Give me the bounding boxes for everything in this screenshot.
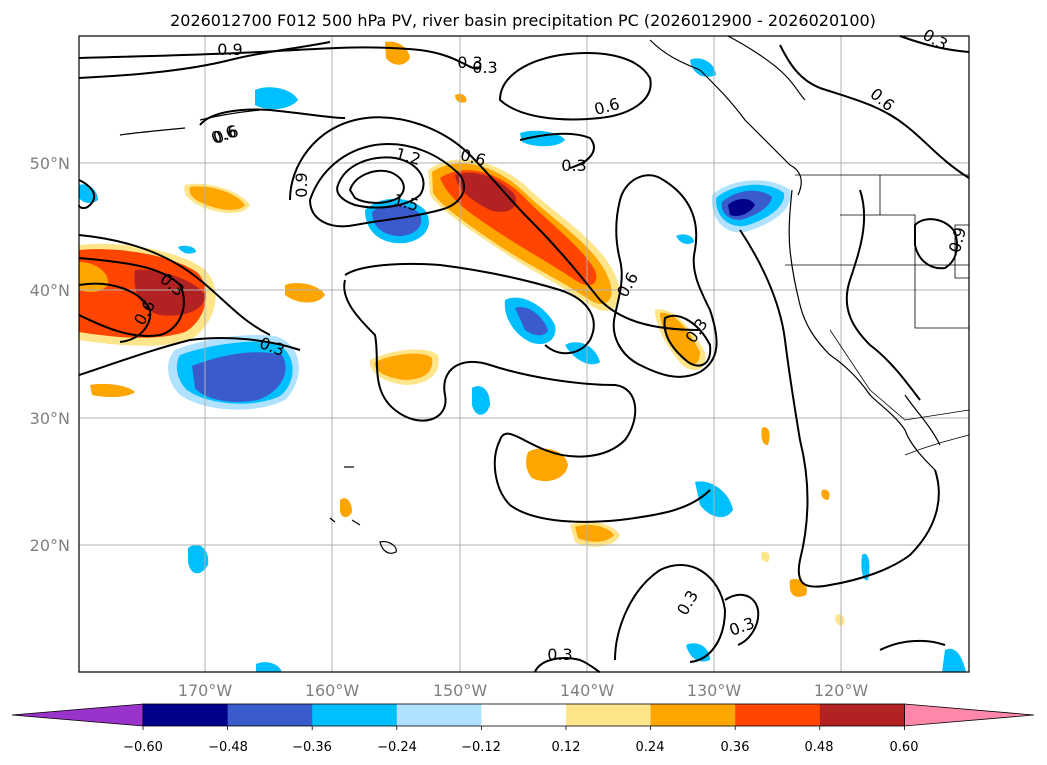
colorbar-segment — [481, 704, 567, 726]
figure-title: 2026012700 F012 500 hPa PV, river basin … — [170, 11, 876, 30]
precip-negative-area — [942, 648, 966, 672]
colorbar-segment — [650, 704, 736, 726]
lat-label: 50°N — [30, 154, 70, 173]
lon-label: 150°W — [433, 681, 488, 700]
precip-negative-area — [256, 662, 282, 672]
precip-negative-area — [178, 245, 196, 254]
colorbar-segment — [566, 704, 652, 726]
lat-label: 30°N — [30, 409, 70, 428]
colorbar-segment — [143, 704, 229, 726]
colorbar-tick-labels: −0.60 −0.48 −0.36 −0.24 −0.12 0.12 0.24 … — [123, 740, 918, 755]
precip-positive-area — [189, 186, 245, 210]
contour-label: 0.3 — [457, 53, 482, 72]
lat-labels: 50°N 40°N 30°N 20°N — [30, 154, 70, 555]
colorbar-segment — [819, 704, 905, 726]
precip-positive-area — [340, 498, 352, 518]
coastlines — [119, 35, 941, 554]
precip-negative-area — [188, 544, 209, 574]
colorbar-tick-label: −0.24 — [377, 740, 417, 755]
colorbar: −0.60 −0.48 −0.36 −0.24 −0.12 0.12 0.24 … — [11, 703, 1035, 755]
pv-contours — [78, 35, 970, 673]
precip-negative-area — [515, 307, 548, 336]
colorbar-extend-max — [904, 703, 1035, 727]
lon-label: 170°W — [178, 681, 233, 700]
contour-label: 0.3 — [547, 645, 572, 664]
map-frame — [78, 35, 970, 673]
precip-negative-area — [255, 87, 298, 110]
precip-positive-area — [455, 93, 467, 103]
lat-label: 20°N — [30, 536, 70, 555]
lon-label: 130°W — [687, 681, 742, 700]
precip-negative-area — [728, 198, 755, 216]
colorbar-segment — [396, 704, 482, 726]
colorbar-tick-label: −0.48 — [208, 740, 248, 755]
precip-positive-area — [526, 448, 568, 482]
colorbar-tick-label: −0.36 — [292, 740, 332, 755]
lon-label: 120°W — [814, 681, 869, 700]
precip-positive-area — [761, 427, 770, 446]
colorbar-tick-label: 0.60 — [890, 740, 919, 755]
graticule — [79, 36, 969, 672]
map-panel: 0.90.60.30.60.31.21.50.60.90.30.60.30.60… — [78, 25, 970, 673]
colorbar-tick-label: 0.36 — [721, 740, 750, 755]
precip-positive-area — [285, 283, 325, 303]
precip-negative-area — [861, 553, 870, 581]
contour-label: 0.9 — [292, 172, 311, 197]
contour-label: 0.3 — [472, 58, 497, 77]
colorbar-frame — [142, 703, 905, 727]
lon-label: 140°W — [560, 681, 615, 700]
colorbar-tick-label: 0.48 — [805, 740, 834, 755]
colorbar-segment — [227, 704, 313, 726]
colorbar-tick-label: 0.24 — [636, 740, 665, 755]
colorbar-segment — [735, 704, 821, 726]
precip-negative-area — [565, 342, 600, 365]
precip-positive-area — [835, 614, 845, 626]
contour-label: 0.3 — [561, 156, 586, 175]
colorbar-tick-label: −0.60 — [123, 740, 163, 755]
precip-negative-area — [372, 204, 422, 236]
precip-positive-area — [575, 524, 614, 542]
precip-positive-area — [821, 489, 830, 500]
contour-label: 0.9 — [217, 40, 242, 59]
precip-negative-area — [690, 58, 716, 77]
precip-positive-area — [90, 383, 135, 397]
lon-label: 160°W — [305, 681, 360, 700]
colorbar-tick-label: −0.12 — [461, 740, 501, 755]
precip-shading — [79, 41, 966, 672]
colorbar-segments — [11, 703, 1035, 730]
precip-negative-area — [676, 234, 694, 244]
precip-positive-area — [660, 312, 700, 365]
precip-positive-area — [455, 172, 516, 212]
precip-positive-area — [134, 269, 205, 316]
precip-positive-area — [374, 353, 433, 380]
lat-label: 40°N — [30, 281, 70, 300]
colorbar-segment — [312, 704, 398, 726]
colorbar-extend-min — [11, 703, 144, 727]
precip-positive-area — [761, 551, 770, 562]
lon-labels: 170°W 160°W 150°W 140°W 130°W 120°W — [178, 681, 869, 700]
precip-negative-area — [472, 386, 490, 415]
precip-negative-area — [192, 352, 286, 402]
colorbar-tick-label: 0.12 — [552, 740, 581, 755]
